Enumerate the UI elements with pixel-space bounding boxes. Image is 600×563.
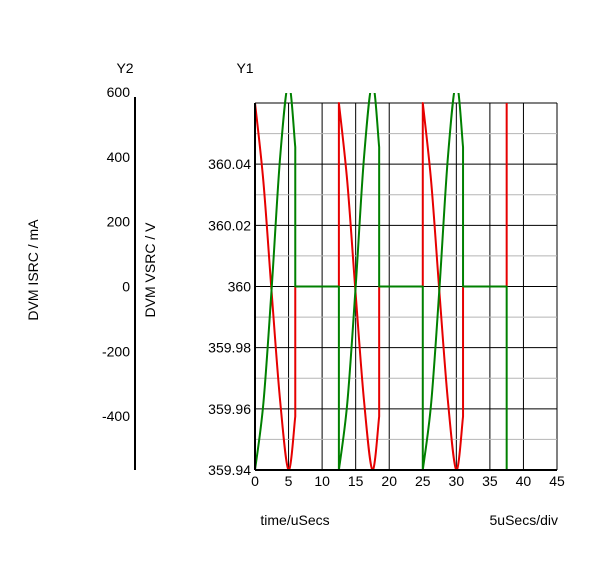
x-scale-label: 5uSecs/div <box>490 512 558 528</box>
y2-axis-title: Y2 <box>116 60 133 76</box>
y2-tick-label: 400 <box>107 149 131 165</box>
y2-tick-label: 600 <box>107 84 131 100</box>
x-tick-label: 20 <box>381 473 397 489</box>
y1-axis-label: DVM VSRC / V <box>142 222 158 318</box>
x-tick-label: 30 <box>449 473 465 489</box>
x-tick-label: 35 <box>482 473 498 489</box>
x-tick-label: 5 <box>285 473 293 489</box>
x-tick-label: 40 <box>516 473 532 489</box>
y1-tick-label: 360.04 <box>208 156 251 172</box>
y2-axis-label: DVM ISRC / mA <box>25 219 41 321</box>
x-tick-label: 25 <box>415 473 431 489</box>
series-line-vsrc <box>255 102 508 470</box>
y1-tick-label: 359.96 <box>208 401 251 417</box>
y1-tick-label: 360.02 <box>208 217 251 233</box>
x-tick-label: 15 <box>348 473 364 489</box>
y2-tick-label: 0 <box>122 279 130 295</box>
tick-labels: 0 5 10 15 20 25 30 35 40 45 359.94 359.96 359.98 360 3… <box>102 84 565 489</box>
y1-tick-label: 360 <box>228 279 252 295</box>
x-tick-label: 45 <box>549 473 565 489</box>
y1-tick-label: 359.94 <box>208 462 251 478</box>
series-layer <box>255 93 508 470</box>
series-line-isrc <box>255 93 508 470</box>
axes <box>134 97 557 471</box>
y2-tick-label: 200 <box>107 214 131 230</box>
x-axis-label: time/uSecs <box>260 512 329 528</box>
x-tick-label: 10 <box>314 473 330 489</box>
y1-tick-label: 359.98 <box>208 340 251 356</box>
y1-axis-title: Y1 <box>236 60 253 76</box>
x-tick-label: 0 <box>251 473 259 489</box>
y2-tick-label: -400 <box>102 408 130 424</box>
y2-tick-label: -200 <box>102 343 130 359</box>
